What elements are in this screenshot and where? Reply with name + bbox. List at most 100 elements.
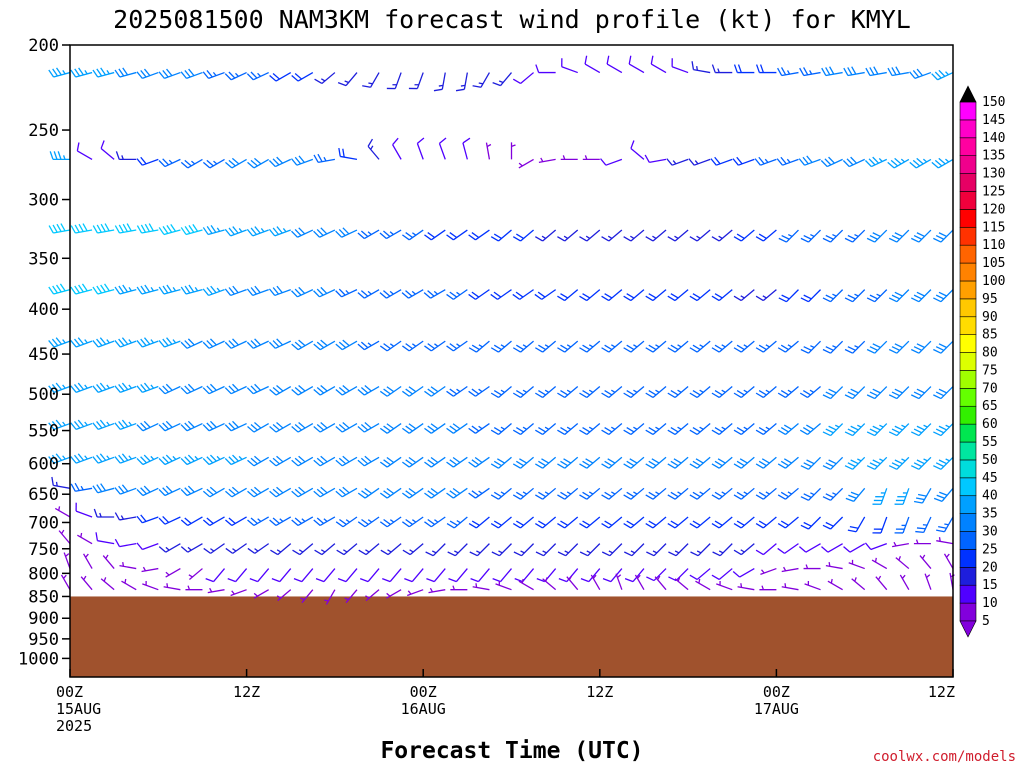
wind-barb [70,223,93,234]
wind-barb [821,66,843,77]
wind-barb [424,385,446,397]
wind-barb [402,516,424,528]
wind-barb [48,283,71,295]
wind-barb [269,486,292,498]
below-ground-surface [70,596,953,677]
wind-barb [646,543,667,557]
wind-barb [557,516,579,529]
wind-barb [949,572,955,590]
wind-barb [667,423,689,436]
wind-barb [424,516,446,528]
wind-barb [535,229,557,242]
wind-barb [689,340,711,353]
wind-barb [119,562,137,570]
wind-barb [909,68,932,79]
colorbar-label: 150 [982,95,1005,110]
wind-barb [888,289,910,303]
wind-barb [314,72,336,85]
wind-barb [357,229,380,240]
wind-barb [490,516,512,529]
wind-barb [733,543,755,556]
wind-barb [894,488,910,505]
colorbar-label: 85 [982,328,998,343]
wind-barb [450,585,468,591]
wind-barb [512,386,534,399]
wind-barb [142,580,159,591]
wind-barb [645,289,667,302]
wind-barb [291,455,314,467]
wind-barb [224,226,247,237]
wind-barb [716,580,733,591]
wind-barb [70,482,93,492]
colorbar-label: 40 [982,489,998,504]
wind-barb [380,543,402,556]
wind-barb [667,229,689,242]
wind-barb [645,516,667,529]
wind-barb [689,516,711,529]
wind-barb [485,142,492,160]
wind-barb [822,516,844,530]
wind-barb [70,382,93,393]
wind-barb [180,420,203,432]
wind-barb [711,340,733,353]
wind-barb [402,543,424,556]
wind-barb [447,543,468,557]
colorbar-swatch [959,495,977,514]
wind-barb [92,337,115,348]
wind-barb [492,72,512,87]
wind-barb [313,385,336,396]
wind-barb [468,456,490,468]
wind-barb [579,423,601,436]
wind-barb [624,543,645,557]
wind-barb [185,585,203,591]
wind-barb [224,71,247,81]
wind-barb [402,423,424,434]
wind-barb [933,456,954,470]
wind-barb [755,423,777,436]
wind-barb [141,566,159,573]
y-tick-label: 500 [28,385,59,405]
wind-barb [114,538,137,548]
wind-barb [711,423,733,436]
wind-barb [579,229,601,242]
wind-barb [313,227,336,238]
x-tick-label: 2025 [56,717,92,735]
x-tick-label: 00Z [56,683,83,701]
wind-barb [114,484,137,495]
wind-barb [367,138,380,160]
wind-barb [92,382,115,393]
wind-barb [426,568,446,583]
wind-barb [136,382,159,393]
wind-barb [224,285,247,297]
wind-barb [202,454,225,466]
wind-barb [313,339,336,351]
wind-barb [357,385,380,396]
wind-barb [48,337,71,348]
wind-barb [402,340,424,352]
wind-barb [864,542,887,551]
wind-barb [438,137,447,160]
wind-barb [180,383,203,395]
wind-barb [910,340,932,354]
colorbar-label: 80 [982,346,998,361]
wind-barb [424,423,446,434]
wind-barb [424,487,446,499]
wind-barb [115,151,137,161]
colorbar-high-triangle [959,85,977,103]
wind-barb [48,453,71,464]
wind-barb [70,419,93,430]
wind-barb [269,385,292,396]
colorbar-label: 125 [982,184,1005,199]
wind-barb [590,574,601,591]
wind-barb [910,229,932,243]
wind-barb [910,386,932,400]
wind-barb [246,285,269,297]
wind-barb [847,516,866,533]
wind-barb [402,456,424,468]
wind-barb [755,487,777,500]
wind-barb [628,55,645,74]
wind-barb [292,543,314,556]
wind-barb [899,574,910,591]
wind-barb [776,156,799,166]
